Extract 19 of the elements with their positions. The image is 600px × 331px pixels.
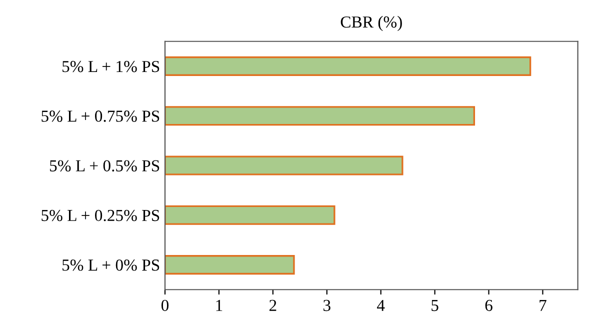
x-tick-label: 5 <box>432 300 438 312</box>
x-tick-label: 2 <box>269 300 276 311</box>
y-tick-label: 5% L + 0% PS <box>62 260 160 271</box>
bar <box>165 106 476 126</box>
x-tick-label: 6 <box>485 300 492 312</box>
y-tick-label: 5% L + 0.75% PS <box>42 110 160 122</box>
x-tick-label: 3 <box>324 300 330 312</box>
bar <box>165 255 295 275</box>
x-tick-label: 1 <box>216 300 222 311</box>
x-tick-label: 7 <box>540 300 546 311</box>
bar <box>165 205 336 225</box>
y-tick-label: 5% L + 0.25% PS <box>42 210 160 222</box>
y-tick-label: 5% L + 1% PS <box>62 60 160 72</box>
bar <box>165 56 532 76</box>
x-tick-label: 0 <box>161 300 169 312</box>
chart-title: CBR (%) <box>340 16 402 32</box>
y-tick-label: 5% L + 0.5% PS <box>50 160 160 172</box>
x-tick-label: 4 <box>377 300 385 311</box>
bar <box>165 156 404 176</box>
